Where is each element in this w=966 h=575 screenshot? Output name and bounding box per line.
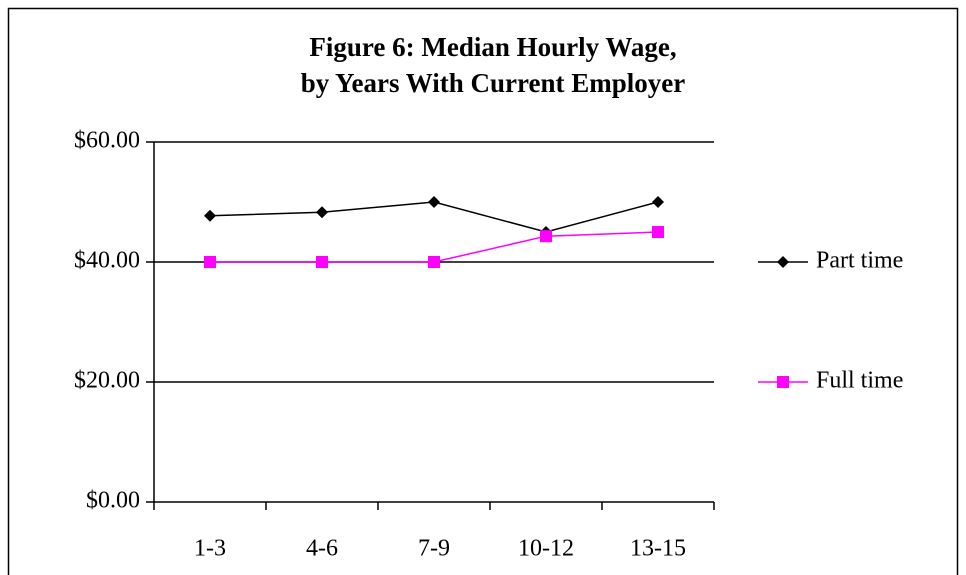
legend-swatch-marker: [777, 376, 789, 388]
chart-frame: [7, 7, 959, 575]
data-point: [316, 206, 328, 219]
y-tick-label: $40.00: [74, 248, 140, 274]
chart-title: Figure 6: Median Hourly Wage,: [309, 32, 676, 62]
legend-label: Full time: [816, 368, 903, 394]
x-tick-label: 10-12: [518, 536, 574, 562]
data-point: [428, 196, 440, 208]
data-point: [316, 256, 328, 268]
legend-label: Part time: [816, 248, 903, 274]
chart-title: by Years With Current Employer: [301, 68, 686, 98]
x-tick-label: 1-3: [194, 536, 226, 562]
x-tick-label: 13-15: [630, 536, 686, 562]
x-tick-label: 4-6: [306, 536, 338, 562]
data-point: [428, 256, 440, 268]
y-tick-label: $20.00: [74, 368, 140, 394]
data-point: [652, 226, 664, 238]
y-tick-label: $0.00: [86, 488, 140, 514]
data-point: [204, 256, 216, 268]
data-point: [652, 196, 664, 208]
y-tick-label: $60.00: [74, 128, 140, 154]
data-point: [204, 209, 216, 222]
data-point: [540, 230, 552, 243]
x-tick-label: 7-9: [418, 536, 450, 562]
legend-swatch-marker: [777, 256, 789, 268]
